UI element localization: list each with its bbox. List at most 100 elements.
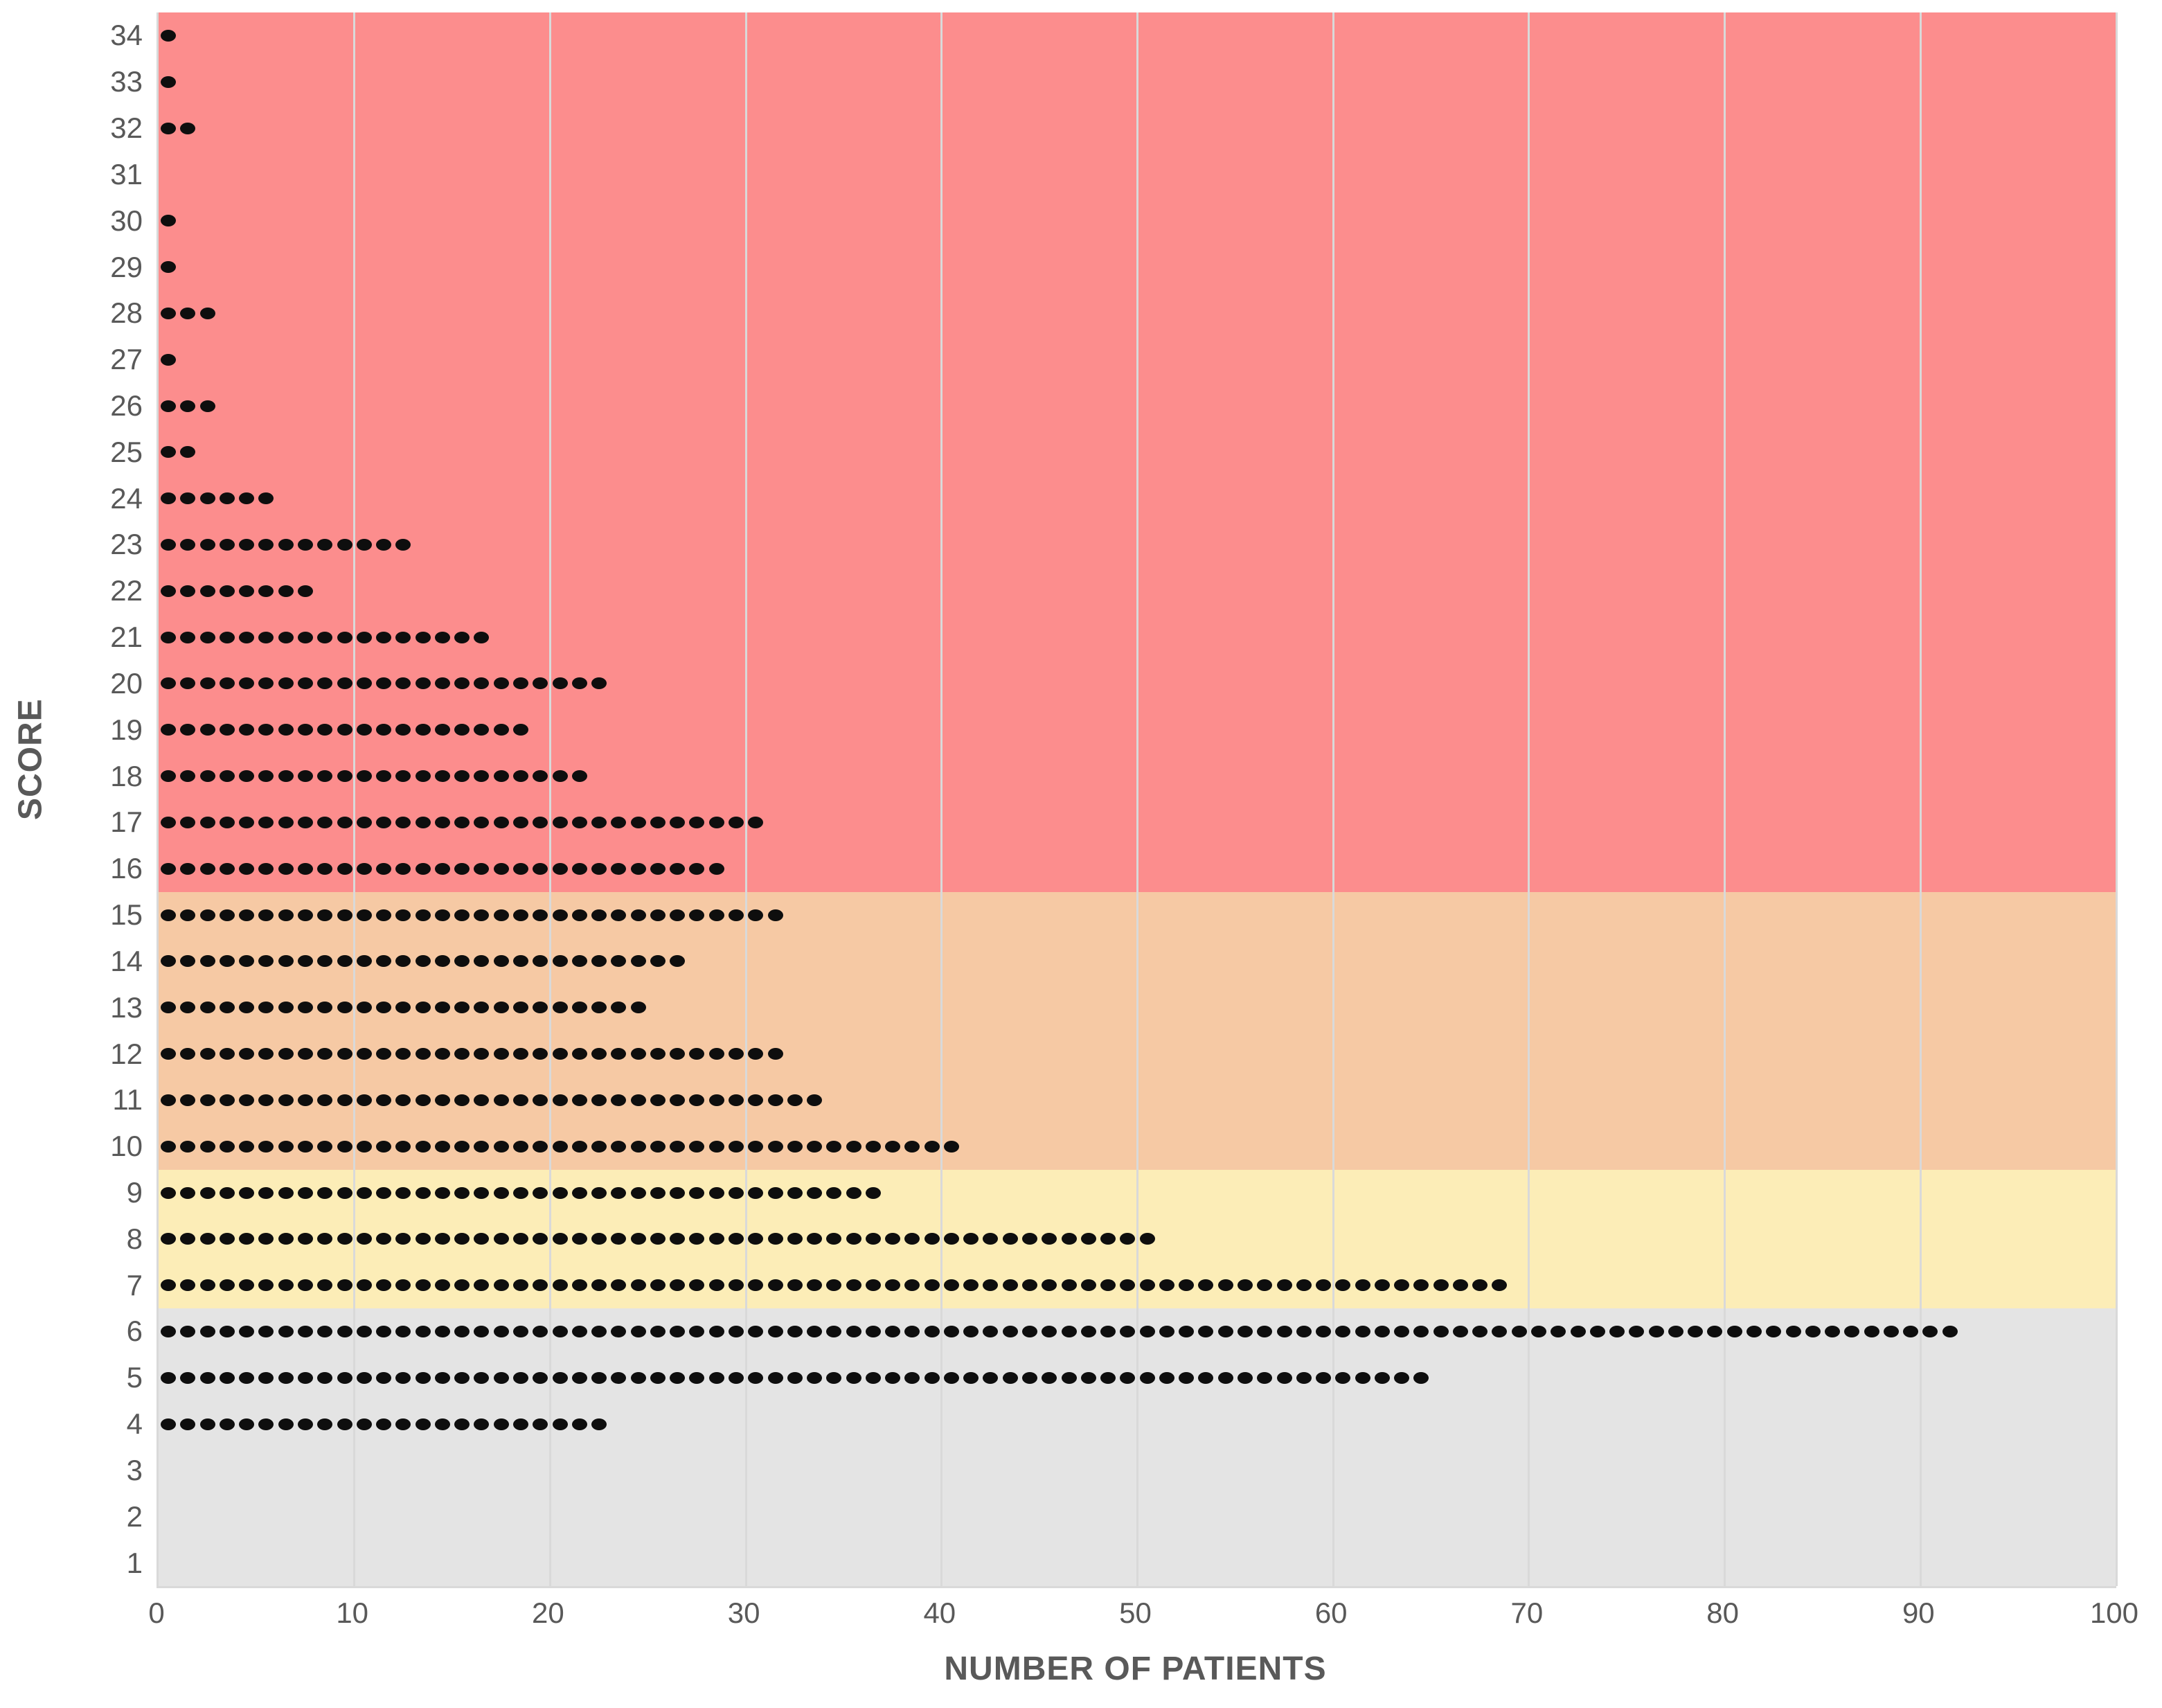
dot [533,1418,548,1430]
dot [611,909,627,921]
dot [630,1094,646,1106]
dot [454,1002,470,1014]
dot [552,1048,568,1060]
dot [611,1140,627,1153]
dot [630,862,646,875]
dot [1374,1325,1390,1337]
dot [395,816,411,828]
dot [552,677,568,690]
dot [512,816,528,828]
dot [317,955,333,968]
dot [278,1371,294,1384]
dot [415,1325,431,1337]
dot [258,1233,274,1245]
dot [1198,1325,1214,1337]
dot [161,631,177,643]
y-tick-label-28: 28 [110,296,143,330]
dot [434,677,450,690]
y-tick-label-16: 16 [110,852,143,885]
dot [434,862,450,875]
dot [161,215,177,227]
dot [787,1094,803,1106]
dot [356,1140,372,1153]
dot [591,1048,607,1060]
dot [180,400,196,412]
dot [239,816,255,828]
dot [533,1279,548,1292]
dot [1257,1325,1273,1337]
x-tick-label-10: 10 [336,1596,369,1629]
dot [512,770,528,783]
gridline-x-50 [1136,12,1138,1586]
dot [767,1094,783,1106]
dot [1413,1279,1429,1292]
dot [298,1371,314,1384]
dot [826,1140,842,1153]
dot [1042,1233,1057,1245]
dot [395,1279,411,1292]
dot [258,1140,274,1153]
dot [904,1371,920,1384]
dot [767,1233,783,1245]
dot [807,1371,823,1384]
dot [767,1048,783,1060]
dot [474,1094,490,1106]
dot [199,1279,215,1292]
dot [258,955,274,968]
dot [180,1418,196,1430]
gridline-x-10 [353,12,356,1586]
dot [650,1186,665,1199]
dot [493,1325,509,1337]
dot [689,862,705,875]
dot [415,1233,431,1245]
dot [239,1279,255,1292]
x-tick-label-0: 0 [148,1596,165,1629]
dot [395,538,411,551]
dot [493,724,509,736]
dot [180,955,196,968]
gridline-x-20 [548,12,551,1586]
y-tick-label-15: 15 [110,898,143,932]
dot [1080,1279,1096,1292]
dot [650,1371,665,1384]
dot [591,1233,607,1245]
dot [767,1140,783,1153]
y-tick-label-17: 17 [110,806,143,839]
dot [670,1140,686,1153]
dot [846,1186,861,1199]
dot [1648,1325,1664,1337]
dot [474,1325,490,1337]
dot [180,677,196,690]
dot [767,1325,783,1337]
dot [337,1186,352,1199]
dot [317,816,333,828]
dot [161,1140,177,1153]
dot [611,1094,627,1106]
dot [395,631,411,643]
dot [219,816,235,828]
dot [317,724,333,736]
dot [787,1233,803,1245]
y-tick-label-9: 9 [126,1176,143,1209]
dot [571,1094,587,1106]
dot [258,585,274,597]
dot [415,862,431,875]
dot [865,1279,881,1292]
dot [512,862,528,875]
dot [415,724,431,736]
dot [493,1140,509,1153]
dot [337,1371,352,1384]
dot [258,862,274,875]
dot [161,1002,177,1014]
dot [630,1233,646,1245]
dot [239,955,255,968]
dot [1551,1325,1566,1337]
dot [415,1418,431,1430]
x-tick-label-40: 40 [923,1596,956,1629]
dot [1609,1325,1625,1337]
x-tick-label-30: 30 [727,1596,760,1629]
dot [571,1279,587,1292]
dot [317,631,333,643]
dot [395,770,411,783]
y-tick-label-19: 19 [110,713,143,746]
